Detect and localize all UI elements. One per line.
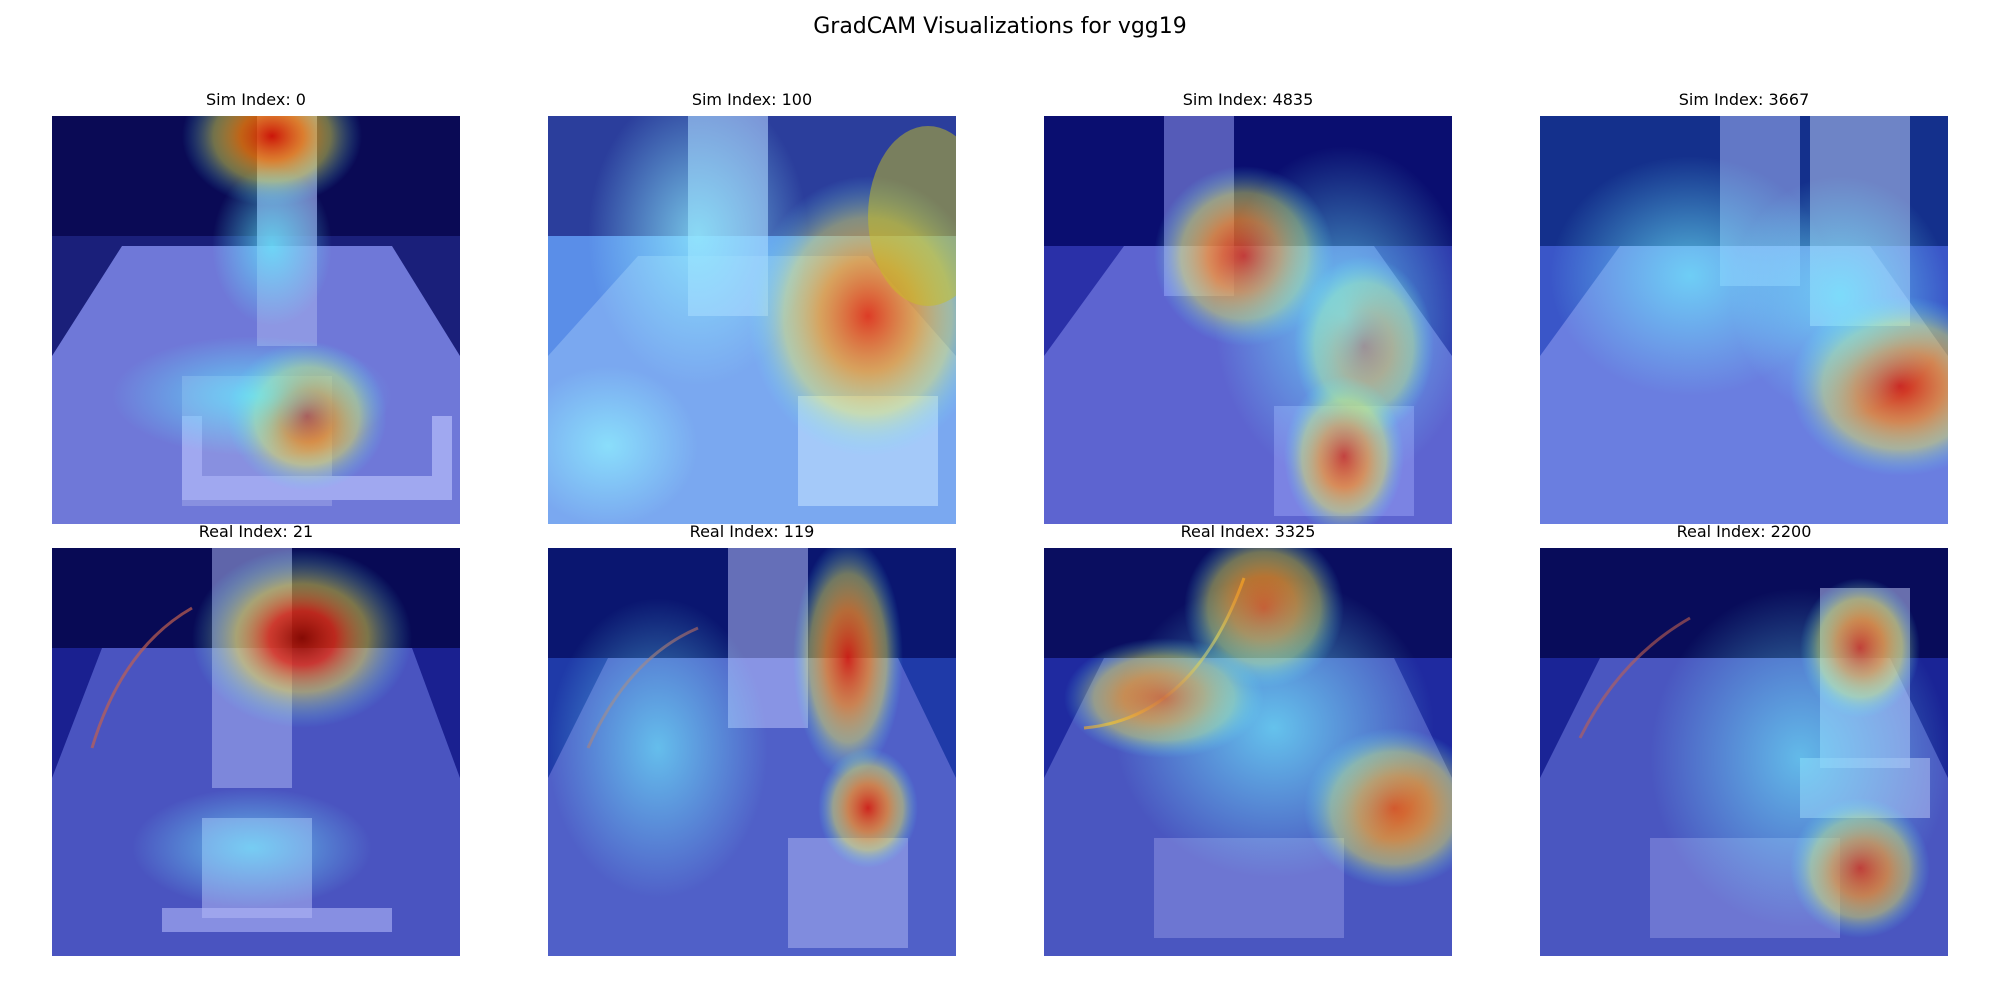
panel-title-real-0: Real Index: 21 bbox=[198, 522, 314, 541]
panel-title-real-1: Real Index: 119 bbox=[689, 522, 815, 541]
gradcam-image-real-3 bbox=[1540, 548, 1948, 956]
gradcam-image-sim-0 bbox=[52, 116, 460, 524]
panel-title-sim-3: Sim Index: 3667 bbox=[1678, 90, 1810, 109]
gradcam-image-sim-1 bbox=[548, 116, 956, 524]
gradcam-image-sim-3 bbox=[1540, 116, 1948, 524]
panel-title-real-2: Real Index: 3325 bbox=[1180, 522, 1316, 541]
gradcam-image-real-1 bbox=[548, 548, 956, 956]
panel-title-real-3: Real Index: 2200 bbox=[1676, 522, 1812, 541]
figure-title: GradCAM Visualizations for vgg19 bbox=[813, 14, 1187, 39]
gradcam-image-sim-2 bbox=[1044, 116, 1452, 524]
panel-title-sim-1: Sim Index: 100 bbox=[691, 90, 813, 109]
gradcam-image-real-2 bbox=[1044, 548, 1452, 956]
panel-title-sim-2: Sim Index: 4835 bbox=[1182, 90, 1314, 109]
gradcam-image-real-0 bbox=[52, 548, 460, 956]
panel-title-sim-0: Sim Index: 0 bbox=[206, 90, 306, 109]
